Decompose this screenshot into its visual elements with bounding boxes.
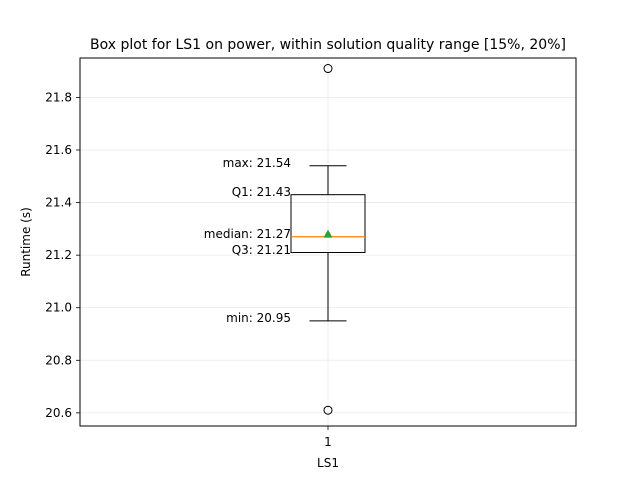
annotation-label: Q3: 21.21 [232, 243, 291, 257]
annotation-label: max: 21.54 [223, 156, 291, 170]
y-tick-label: 21.2 [45, 248, 72, 262]
x-axis-label: LS1 [317, 456, 339, 470]
y-axis-label: Runtime (s) [19, 207, 33, 277]
outlier-point [323, 405, 333, 415]
mean-marker [323, 229, 333, 238]
x-tick-label: 1 [324, 435, 332, 449]
x-axis-ticks: 1 [324, 426, 332, 449]
y-tick-label: 21.4 [45, 196, 72, 210]
annotation-label: Q1: 21.43 [232, 185, 291, 199]
annotations: max: 21.54 Q1: 21.43 median: 21.27 Q3: 21.2… [204, 156, 291, 325]
y-tick-label: 20.8 [45, 353, 72, 367]
iqr-box [290, 194, 366, 254]
outlier-point [323, 64, 333, 74]
y-tick-label: 21.8 [45, 90, 72, 104]
y-tick-label: 20.6 [45, 406, 72, 420]
chart-title: Box plot for LS1 on power, within soluti… [90, 37, 566, 53]
grid-lines [80, 58, 576, 426]
annotation-label: median: 21.27 [204, 227, 291, 241]
y-tick-label: 21.6 [45, 143, 72, 157]
y-axis-ticks: 20.6 20.8 21.0 21.2 21.4 21.6 21.8 [45, 90, 80, 420]
plot-area [290, 64, 366, 415]
annotation-label: min: 20.95 [226, 311, 291, 325]
y-tick-label: 21.0 [45, 301, 72, 315]
